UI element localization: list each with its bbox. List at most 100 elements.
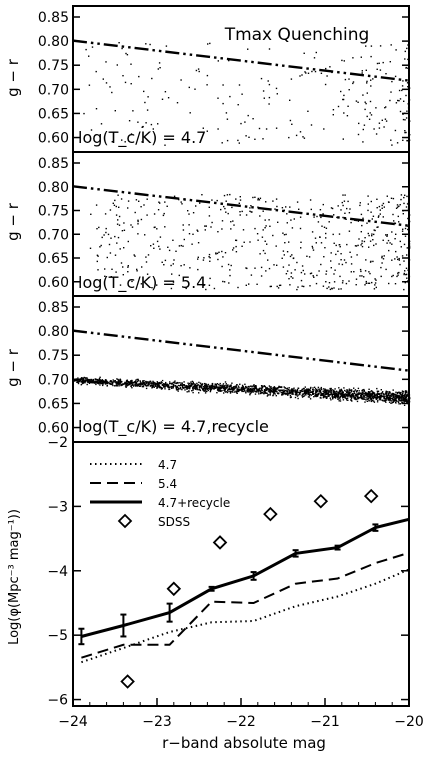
scatter-point — [153, 213, 156, 215]
scatter-point — [192, 386, 195, 388]
scatter-point — [247, 386, 249, 388]
scatter-point — [209, 257, 211, 259]
scatter-point — [95, 380, 97, 383]
scatter-point — [323, 256, 325, 258]
scatter-point — [209, 387, 211, 390]
scatter-point — [167, 386, 170, 389]
scatter-point — [285, 206, 287, 208]
scatter-point — [382, 61, 384, 64]
scatter-point — [156, 284, 158, 286]
scatter-point — [404, 281, 406, 284]
scatter-point — [330, 252, 332, 254]
scatter-point — [196, 388, 198, 390]
scatter-point — [317, 386, 320, 389]
scatter-point — [117, 379, 120, 382]
scatter-point — [102, 380, 104, 382]
scatter-point — [394, 129, 397, 132]
scatter-point — [289, 392, 291, 395]
scatter-point — [403, 243, 406, 246]
scatter-point — [203, 384, 206, 387]
scatter-point — [376, 397, 378, 399]
scatter-point — [119, 382, 121, 385]
scatter-point — [180, 244, 182, 247]
scatter-point — [381, 207, 383, 209]
scatter-point — [153, 247, 155, 249]
scatter-point — [394, 75, 397, 78]
scatter-point — [367, 282, 369, 284]
scatter-point — [158, 245, 160, 248]
scatter-point — [81, 381, 83, 383]
scatter-point — [81, 377, 83, 379]
scatter-point — [118, 206, 120, 208]
scatter-point — [211, 221, 213, 224]
scatter-point — [265, 225, 267, 227]
scatter-point — [329, 397, 331, 399]
scatter-point — [84, 380, 86, 382]
scatter-point — [191, 390, 193, 392]
scatter-point — [119, 381, 121, 383]
scatter-point — [206, 84, 208, 86]
scatter-point — [153, 381, 155, 383]
scatter-point — [373, 128, 375, 130]
scatter-point — [232, 249, 234, 251]
scatter-point — [340, 389, 342, 392]
scatter-point — [402, 398, 404, 400]
scatter-point — [133, 254, 135, 256]
scatter-point — [400, 198, 402, 201]
scatter-point — [355, 100, 358, 102]
scatter-point — [366, 394, 368, 396]
scatter-point — [111, 383, 114, 385]
panel-1-y-axis: 0.600.650.700.750.800.85 — [38, 10, 409, 147]
legend-diamond-marker — [117, 513, 133, 529]
scatter-point — [124, 385, 127, 387]
scatter-point — [402, 113, 404, 115]
scatter-point — [262, 229, 264, 231]
scatter-point — [254, 196, 256, 198]
scatter-point — [366, 395, 369, 397]
scatter-point — [215, 383, 218, 386]
sdss-point — [212, 535, 228, 550]
scatter-point — [316, 390, 319, 392]
scatter-point — [185, 287, 187, 290]
scatter-point — [192, 233, 194, 235]
scatter-point — [237, 389, 239, 391]
scatter-point — [157, 68, 159, 70]
scatter-point — [116, 383, 118, 385]
scatter-point — [336, 396, 338, 398]
scatter-point — [342, 194, 344, 196]
scatter-point — [296, 392, 298, 394]
scatter-point — [345, 393, 347, 396]
scatter-point — [369, 393, 371, 396]
scatter-point — [160, 381, 162, 383]
scatter-point — [226, 139, 229, 142]
scatter-point — [149, 382, 151, 384]
scatter-point — [361, 70, 363, 72]
scatter-point — [169, 383, 171, 385]
scatter-point — [326, 75, 328, 77]
scatter-point — [200, 386, 202, 388]
scatter-point — [304, 71, 306, 73]
scatter-point — [395, 391, 397, 393]
scatter-point — [114, 110, 116, 112]
scatter-point — [159, 248, 161, 250]
scatter-point — [403, 401, 405, 403]
scatter-point — [249, 241, 251, 243]
scatter-point — [208, 206, 210, 208]
scatter-point — [289, 395, 292, 397]
scatter-point — [359, 268, 362, 271]
scatter-point — [166, 383, 169, 385]
scatter-point — [163, 383, 165, 386]
scatter-point — [346, 389, 349, 391]
scatter-point — [87, 379, 89, 382]
scatter-point — [275, 395, 277, 397]
scatter-point — [161, 98, 164, 100]
scatter-point — [309, 199, 312, 201]
scatter-point — [325, 396, 327, 398]
scatter-point — [355, 394, 358, 396]
scatter-point — [383, 126, 385, 128]
scatter-point — [348, 89, 350, 91]
scatter-point — [84, 377, 87, 379]
scatter-point — [373, 288, 376, 290]
y-tick-label: −4 — [47, 564, 68, 580]
scatter-point — [346, 207, 348, 210]
